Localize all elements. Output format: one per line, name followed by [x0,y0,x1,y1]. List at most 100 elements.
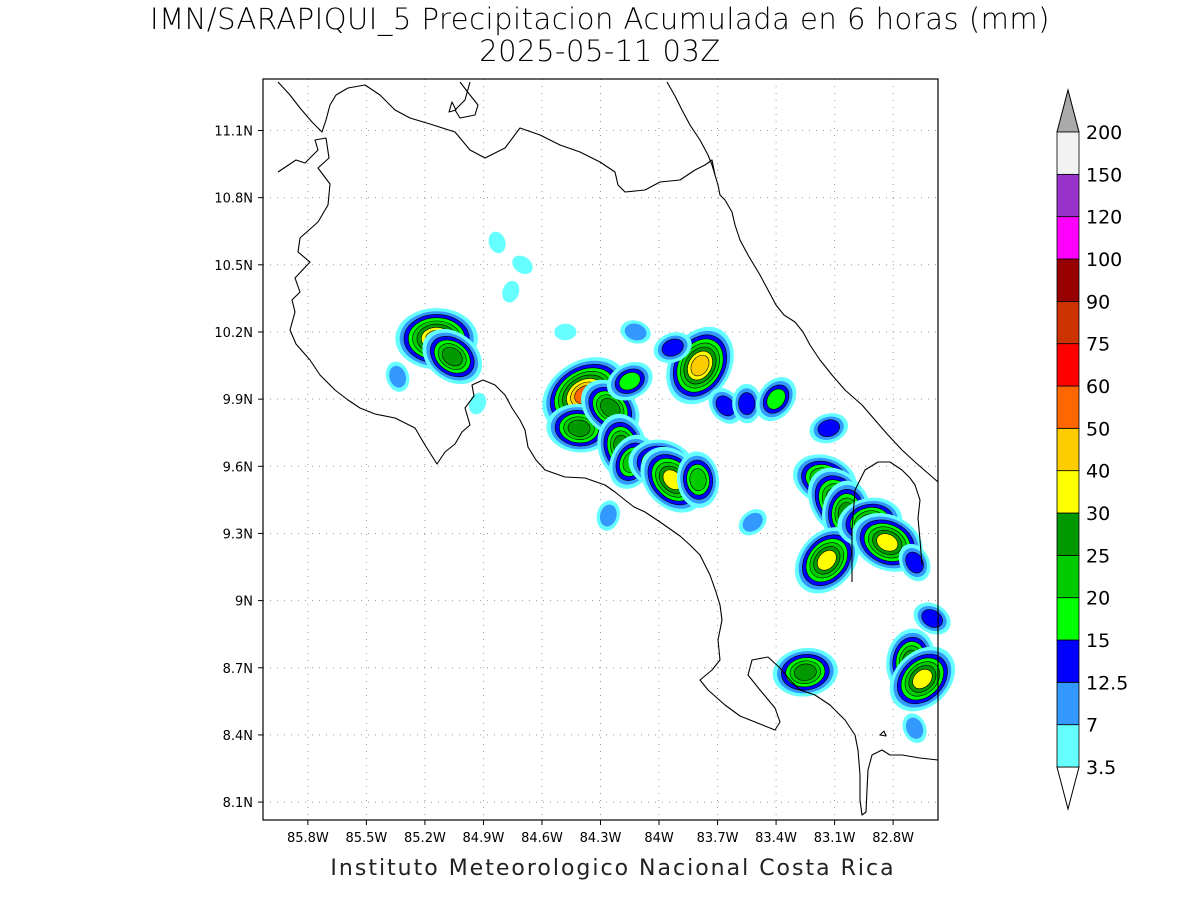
lat-tick-label: 10.5N [214,259,253,274]
precip-cell [913,602,951,635]
precip-contour [618,372,641,391]
legend-label: 20 [1086,588,1110,610]
legend-label: 60 [1086,376,1110,398]
precip-cell [596,500,620,531]
precip-cell [755,377,797,422]
lat-tick-label: 11.1N [214,124,253,139]
precip-cell [732,383,762,424]
precip-contour [816,550,837,571]
lon-tick-label: 84.9W [463,831,505,846]
legend-label: 200 [1086,122,1122,144]
legend-swatch [1056,300,1080,345]
precip-contour [554,323,577,341]
legend-swatch [1056,427,1080,472]
precip-contour [912,668,933,689]
precip-cell [708,387,743,424]
legend-swatch [1056,724,1080,768]
legend-label: 12.5 [1086,672,1128,694]
precip-contour [715,395,736,417]
precip-cell [772,647,838,697]
precip-cell [554,323,577,341]
legend-swatch [1056,343,1080,387]
legend-label: 25 [1086,545,1110,567]
lon-tick-label: 84.3W [580,831,622,846]
map-subtitle: 2025-05-11 03Z [479,34,721,68]
precip-cell [794,527,859,594]
legend-swatch [1056,639,1080,683]
legend-label: 50 [1086,418,1110,440]
lon-tick-label: 82.8W [872,831,914,846]
precip-contour [661,338,684,357]
precip-cell [422,329,483,385]
precip-contour [567,419,591,437]
precip-cell [385,361,410,392]
precip-cell [889,646,956,712]
precip-cell [902,713,927,744]
precip-cell [606,361,653,401]
legend-swatch [1056,597,1080,641]
precip-cell [809,413,849,444]
legend-label: 7 [1086,715,1098,737]
legend-swatch [1056,512,1080,556]
precip-cell [738,509,767,536]
lon-tick-label: 83.4W [755,831,797,846]
legend-label: 150 [1086,164,1122,186]
pacific-coastline [277,137,939,816]
precip-cell [468,392,487,415]
lon-tick-label: 84.6W [521,831,563,846]
lat-tick-label: 10.2N [214,326,253,341]
precip-contour [766,388,786,410]
precip-cell [653,332,692,364]
panama-border [851,461,923,582]
legend-arrow-bottom [1056,766,1080,811]
footer-credit: Instituto Meteorologico Nacional Costa R… [330,856,896,881]
northern-border [277,81,716,193]
precip-cell [676,451,720,509]
lon-tick-label: 83.1W [814,831,856,846]
lon-tick-label: 85.5W [345,831,387,846]
lat-tick-label: 8.1N [223,796,253,811]
precip-contour [502,280,520,303]
precip-contour [689,468,707,492]
precip-contour [742,512,763,532]
lat-tick-label: 8.7N [223,662,253,677]
lat-tick-label: 9.3N [223,527,253,542]
lake-shore [454,81,479,119]
lon-tick-label: 85.2W [404,831,446,846]
legend-label: 90 [1086,291,1110,313]
lat-tick-label: 8.4N [223,729,253,744]
legend-label: 100 [1086,249,1122,271]
legend-swatch [1056,131,1080,175]
legend-arrow-top [1056,88,1080,133]
coastlines [277,81,939,816]
legend-swatch [1056,216,1080,260]
precip-contour [905,717,924,739]
legend-swatch [1056,173,1080,218]
lat-tick-label: 9.9N [223,393,253,408]
precip-contour [488,231,506,254]
legend-swatch [1056,385,1080,429]
legend-label: 75 [1086,334,1110,356]
precip-cell [512,255,533,275]
precip-contour [794,663,817,681]
legend-swatch [1056,681,1080,726]
precip-cell [488,231,506,254]
grid-lines [263,79,938,820]
color-legend: 3.5 7 12.5 15 20 25 30 40 50 60 75 90 100 120 150 200 [1056,88,1128,811]
legend-swatch [1056,470,1080,514]
legend-swatch [1056,258,1080,302]
precip-cell [851,513,923,572]
precip-contour [512,255,533,275]
precip-contour [690,354,710,377]
caribbean-coastline [666,81,939,483]
precip-contour [389,365,407,388]
precip-cell [620,320,651,344]
precip-contour [599,504,617,527]
lat-tick-label: 9.6N [223,460,253,475]
legend-swatch [1056,554,1080,599]
precipitation-layer [385,231,956,744]
precip-contour [441,346,463,367]
map-title: IMN/SARAPIQUI_5 Precipitacion Acumulada … [150,2,1050,36]
legend-label: 40 [1086,461,1110,483]
